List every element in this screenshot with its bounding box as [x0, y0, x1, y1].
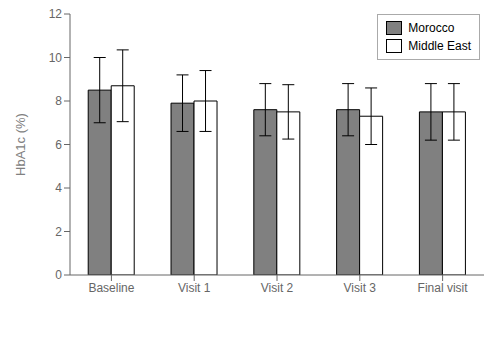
svg-text:Visit 1: Visit 1 — [178, 281, 211, 295]
svg-text:Final visit: Final visit — [418, 281, 469, 295]
svg-text:8: 8 — [55, 94, 62, 108]
svg-text:12: 12 — [49, 7, 63, 21]
svg-text:0: 0 — [55, 268, 62, 282]
svg-text:HbA1c (%): HbA1c (%) — [13, 113, 28, 176]
svg-text:Baseline: Baseline — [88, 281, 134, 295]
svg-text:6: 6 — [55, 138, 62, 152]
svg-text:Visit 2: Visit 2 — [261, 281, 294, 295]
svg-text:2: 2 — [55, 225, 62, 239]
svg-text:10: 10 — [49, 51, 63, 65]
svg-text:Visit 3: Visit 3 — [344, 281, 377, 295]
html-text:Morocco: Morocco — [408, 21, 455, 35]
svg-text:4: 4 — [55, 181, 62, 195]
html-text:Middle East: Middle East — [408, 39, 471, 53]
